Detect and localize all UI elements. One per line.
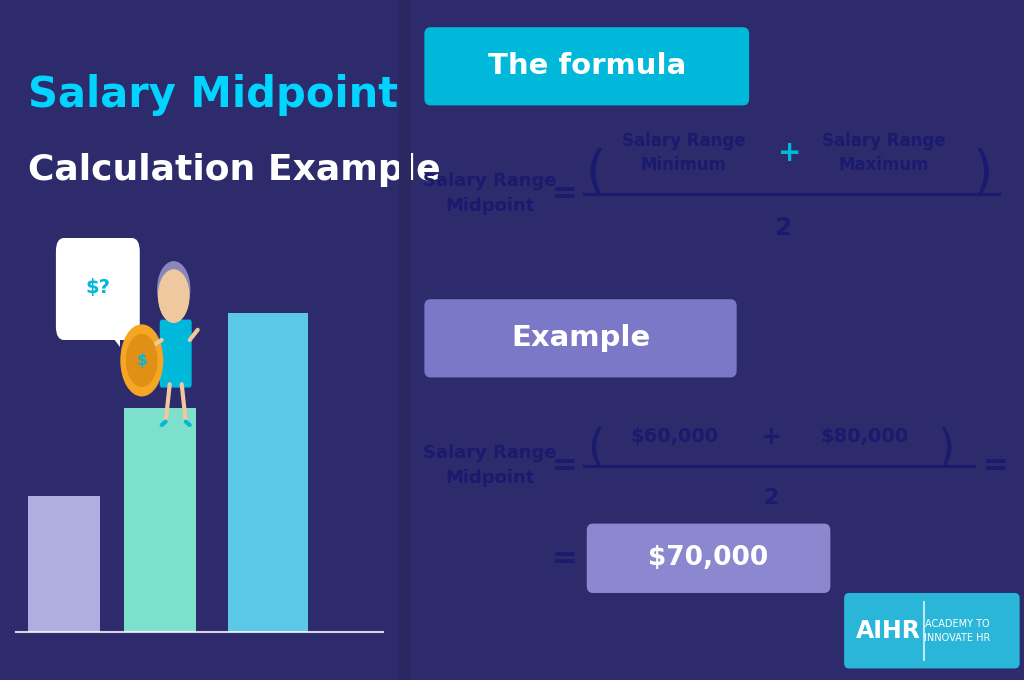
Text: =: = bbox=[983, 452, 1009, 480]
Text: 2: 2 bbox=[763, 488, 778, 508]
Circle shape bbox=[121, 325, 163, 396]
Text: $80,000: $80,000 bbox=[820, 427, 908, 446]
Text: +: + bbox=[761, 424, 781, 449]
FancyBboxPatch shape bbox=[124, 408, 196, 632]
Text: Salary Range
Maximum: Salary Range Maximum bbox=[821, 132, 945, 174]
Text: ): ) bbox=[937, 427, 954, 471]
Text: $70,000: $70,000 bbox=[648, 545, 769, 571]
Text: ): ) bbox=[973, 148, 993, 199]
Text: Salary Range
Midpoint: Salary Range Midpoint bbox=[423, 444, 557, 488]
Text: =: = bbox=[552, 545, 578, 573]
FancyBboxPatch shape bbox=[399, 0, 411, 680]
Text: Salary Range
Midpoint: Salary Range Midpoint bbox=[423, 172, 557, 216]
FancyBboxPatch shape bbox=[587, 524, 830, 593]
FancyBboxPatch shape bbox=[28, 496, 100, 632]
FancyBboxPatch shape bbox=[227, 313, 307, 632]
FancyBboxPatch shape bbox=[160, 320, 191, 388]
Text: Salary Midpoint:: Salary Midpoint: bbox=[28, 74, 415, 116]
Circle shape bbox=[159, 270, 188, 322]
FancyBboxPatch shape bbox=[844, 593, 1020, 668]
Text: Salary Range
Minimum: Salary Range Minimum bbox=[622, 132, 745, 174]
Text: ACADEMY TO
INNOVATE HR: ACADEMY TO INNOVATE HR bbox=[924, 619, 990, 643]
Circle shape bbox=[127, 335, 157, 386]
Text: Example: Example bbox=[511, 324, 650, 352]
Text: (: ( bbox=[586, 148, 606, 199]
FancyBboxPatch shape bbox=[424, 299, 736, 377]
Text: $60,000: $60,000 bbox=[630, 427, 718, 446]
Text: $: $ bbox=[136, 353, 147, 368]
Polygon shape bbox=[103, 326, 120, 347]
Text: The formula: The formula bbox=[487, 52, 686, 80]
Text: AIHR: AIHR bbox=[855, 619, 921, 643]
Text: $?: $? bbox=[85, 278, 111, 297]
Text: (: ( bbox=[588, 427, 605, 471]
Text: 2: 2 bbox=[775, 216, 793, 240]
Circle shape bbox=[160, 273, 188, 322]
Text: =: = bbox=[552, 180, 578, 208]
Text: +: + bbox=[778, 139, 802, 167]
Text: =: = bbox=[552, 452, 578, 480]
FancyBboxPatch shape bbox=[424, 27, 750, 105]
Circle shape bbox=[158, 262, 189, 316]
FancyBboxPatch shape bbox=[56, 238, 139, 340]
Text: Calculation Example: Calculation Example bbox=[28, 153, 440, 187]
